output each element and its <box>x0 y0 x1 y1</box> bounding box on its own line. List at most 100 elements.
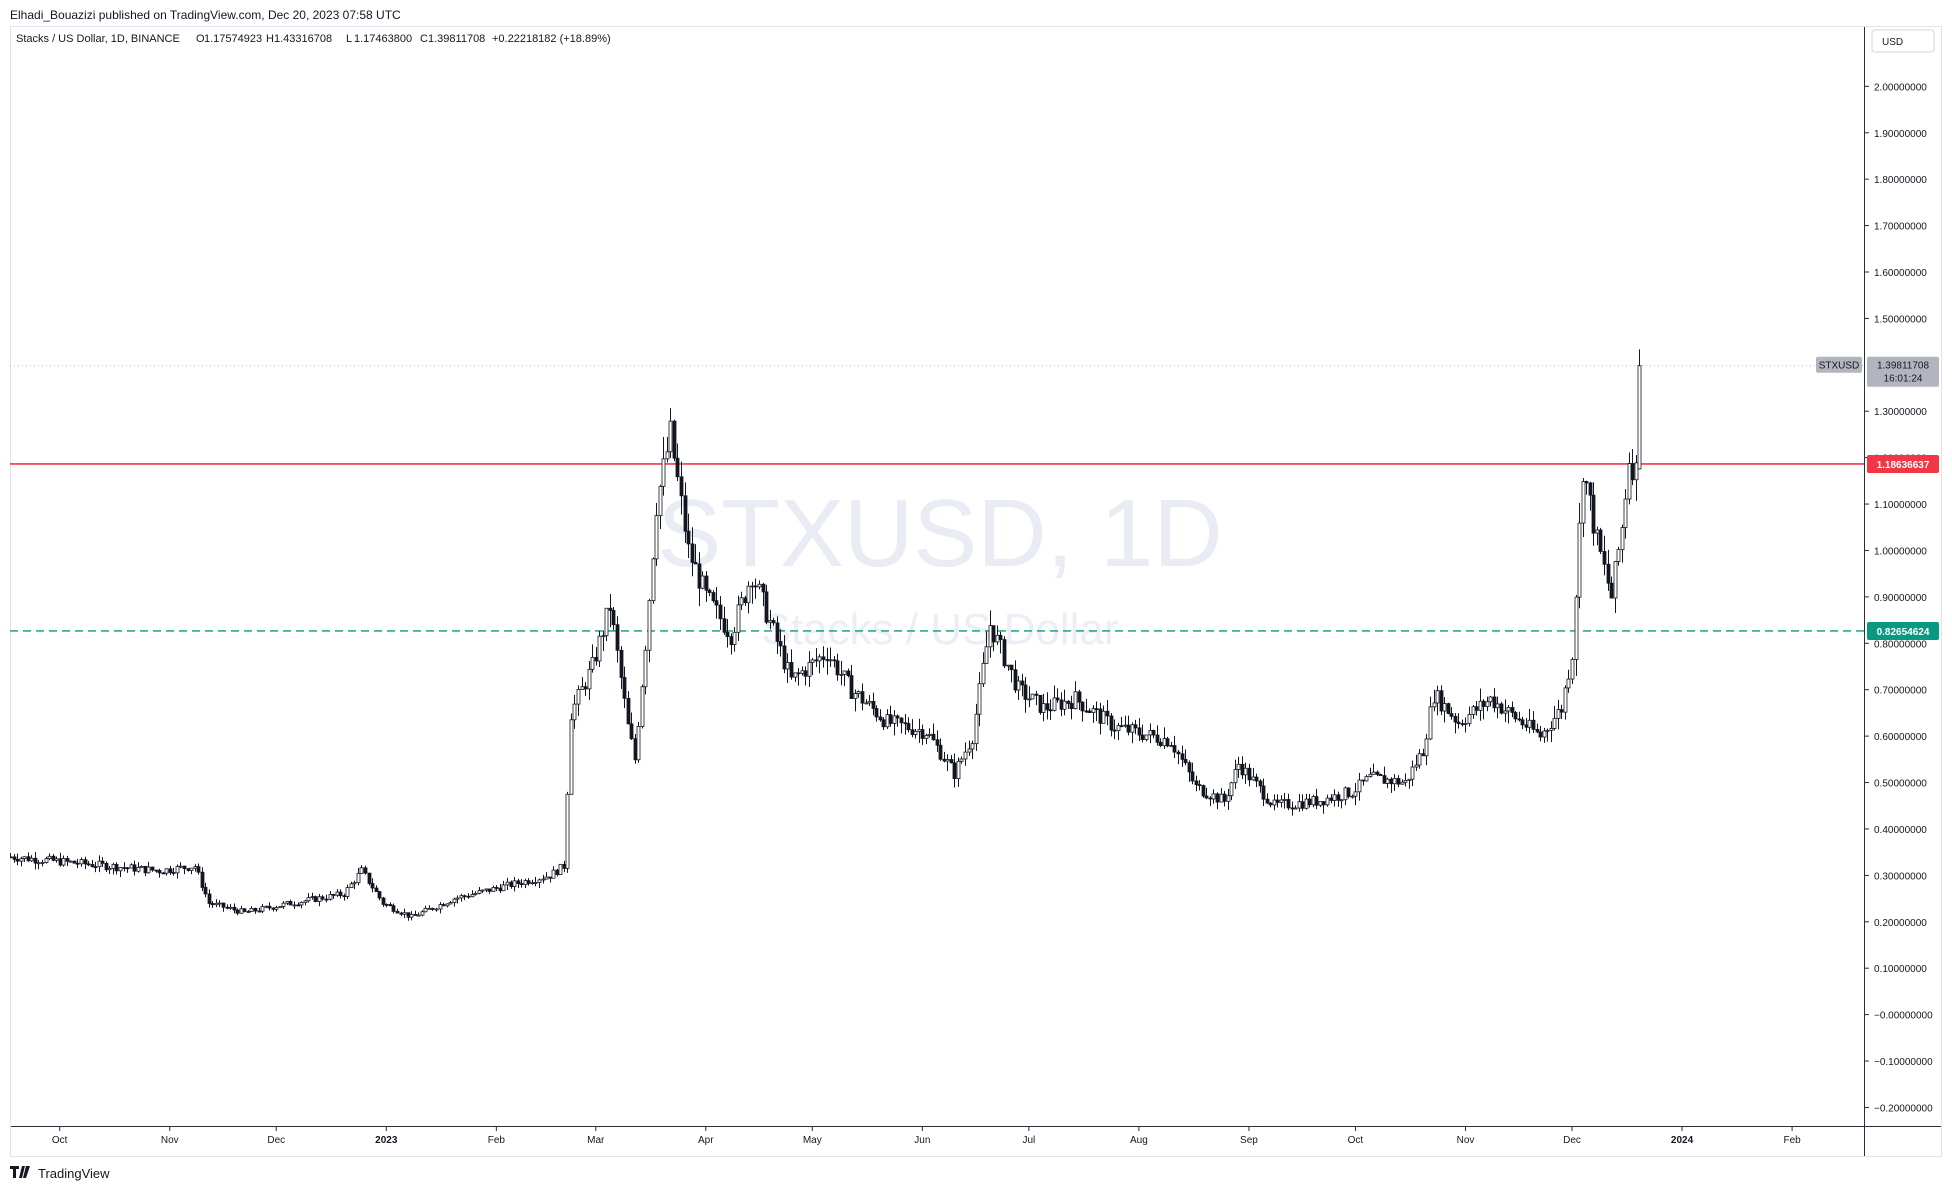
candle <box>146 861 151 874</box>
candle <box>1169 741 1174 747</box>
candle <box>853 689 858 712</box>
candle <box>839 660 844 686</box>
candle-body-down <box>686 530 691 545</box>
candle-body-down <box>1172 745 1177 753</box>
candle <box>683 482 688 544</box>
candle <box>711 590 716 603</box>
candle <box>1233 759 1238 790</box>
candle-body-down <box>1286 799 1291 809</box>
candle-body-up <box>1027 698 1032 701</box>
candle-body-down <box>86 863 91 866</box>
x-tick-label: 2023 <box>375 1135 398 1146</box>
legend-high-label: H <box>266 33 274 45</box>
candle <box>583 682 588 696</box>
candle <box>352 880 357 890</box>
candle-body-up <box>1219 793 1224 803</box>
candle <box>1456 713 1461 729</box>
candle-body-down <box>1059 699 1064 710</box>
candle-body-down <box>1048 709 1053 712</box>
candle <box>1226 789 1231 811</box>
candle-body-up <box>1343 787 1348 801</box>
candle-body-up <box>1392 778 1397 785</box>
candle-body-up <box>303 900 308 903</box>
candle-body-down <box>395 911 400 914</box>
candle-body-up <box>587 668 592 690</box>
candle <box>1229 781 1234 801</box>
candle-body-down <box>693 561 698 565</box>
candle-body-up <box>1148 730 1153 736</box>
candle <box>1488 695 1493 707</box>
candle <box>320 895 325 901</box>
candle <box>1467 706 1472 727</box>
candlestick-chart[interactable]: STXUSD, 1D Stacks / US Dollar Stacks / U… <box>8 26 1942 1157</box>
candle <box>47 853 52 861</box>
candle-body-up <box>746 585 751 604</box>
candle <box>430 907 435 911</box>
candle-body-down <box>338 891 343 897</box>
candle-body-up <box>1581 481 1586 524</box>
candle-body-up <box>274 907 279 910</box>
candle <box>1066 700 1071 709</box>
candle <box>1176 749 1181 765</box>
candle <box>391 903 396 914</box>
candle <box>1215 792 1220 810</box>
candle-body-down <box>1449 713 1454 717</box>
candle-body-down <box>697 563 702 589</box>
candle <box>196 863 201 875</box>
tradingview-logo-icon[interactable] <box>10 1165 32 1181</box>
candle-body-down <box>1275 799 1280 803</box>
candle-body-down <box>1474 706 1479 711</box>
candle-body-down <box>430 907 435 910</box>
x-tick-label: Feb <box>1783 1135 1801 1146</box>
candle <box>597 630 602 668</box>
candle <box>899 717 904 734</box>
candle-body-up <box>40 862 45 864</box>
candle <box>1282 792 1287 809</box>
candle <box>1549 721 1554 743</box>
candle <box>935 730 940 752</box>
candle-body-up <box>1091 708 1096 714</box>
candle <box>1520 716 1525 730</box>
candle-body-up <box>260 906 265 912</box>
candle <box>235 908 240 916</box>
candle-body-down <box>690 543 695 563</box>
candle <box>1162 727 1167 749</box>
candle-body-down <box>1421 753 1426 757</box>
candle <box>1073 681 1078 710</box>
candle <box>942 751 947 763</box>
candle <box>963 742 968 766</box>
chart-frame[interactable]: STXUSD, 1D Stacks / US Dollar Stacks / U… <box>8 26 1942 1157</box>
candle-body-down <box>622 677 627 699</box>
candle-body-up <box>1417 753 1422 766</box>
candle-body-up <box>79 859 84 865</box>
candle <box>470 890 475 898</box>
candle-body-down <box>1254 776 1259 782</box>
candle-body-up <box>1613 561 1618 599</box>
candle <box>257 907 262 913</box>
candle <box>1041 693 1046 722</box>
candle-body-up <box>1495 703 1500 709</box>
candle <box>800 666 805 676</box>
candle <box>1417 749 1422 769</box>
candle <box>164 868 169 876</box>
candle-body-down <box>1535 729 1540 733</box>
x-tick-label: Jul <box>1022 1135 1035 1146</box>
candle <box>242 908 247 913</box>
candle-body-down <box>825 659 830 662</box>
candle-body-down <box>1038 694 1043 713</box>
candle <box>228 903 233 910</box>
currency-button[interactable]: USD <box>1871 29 1935 53</box>
candle-body-up <box>963 751 968 760</box>
candle <box>274 905 279 912</box>
candle-body-up <box>1169 745 1174 747</box>
candle <box>1375 770 1380 777</box>
candle <box>438 902 443 914</box>
candle <box>1584 480 1589 495</box>
price-label-bg <box>1867 621 1939 640</box>
candle <box>26 852 31 862</box>
candle <box>1311 794 1316 808</box>
candle-body-down <box>1396 778 1401 785</box>
candle <box>1243 762 1248 784</box>
horizontal-lines[interactable] <box>10 365 1864 632</box>
candle-body-down <box>938 744 943 760</box>
